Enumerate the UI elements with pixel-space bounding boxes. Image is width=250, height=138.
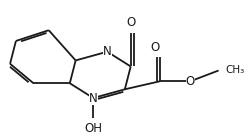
- Text: OH: OH: [84, 121, 102, 135]
- Text: O: O: [126, 16, 135, 29]
- Text: O: O: [186, 75, 195, 88]
- Text: N: N: [103, 45, 112, 58]
- Text: O: O: [151, 41, 160, 54]
- Text: CH₃: CH₃: [226, 66, 245, 75]
- Text: N: N: [89, 91, 98, 104]
